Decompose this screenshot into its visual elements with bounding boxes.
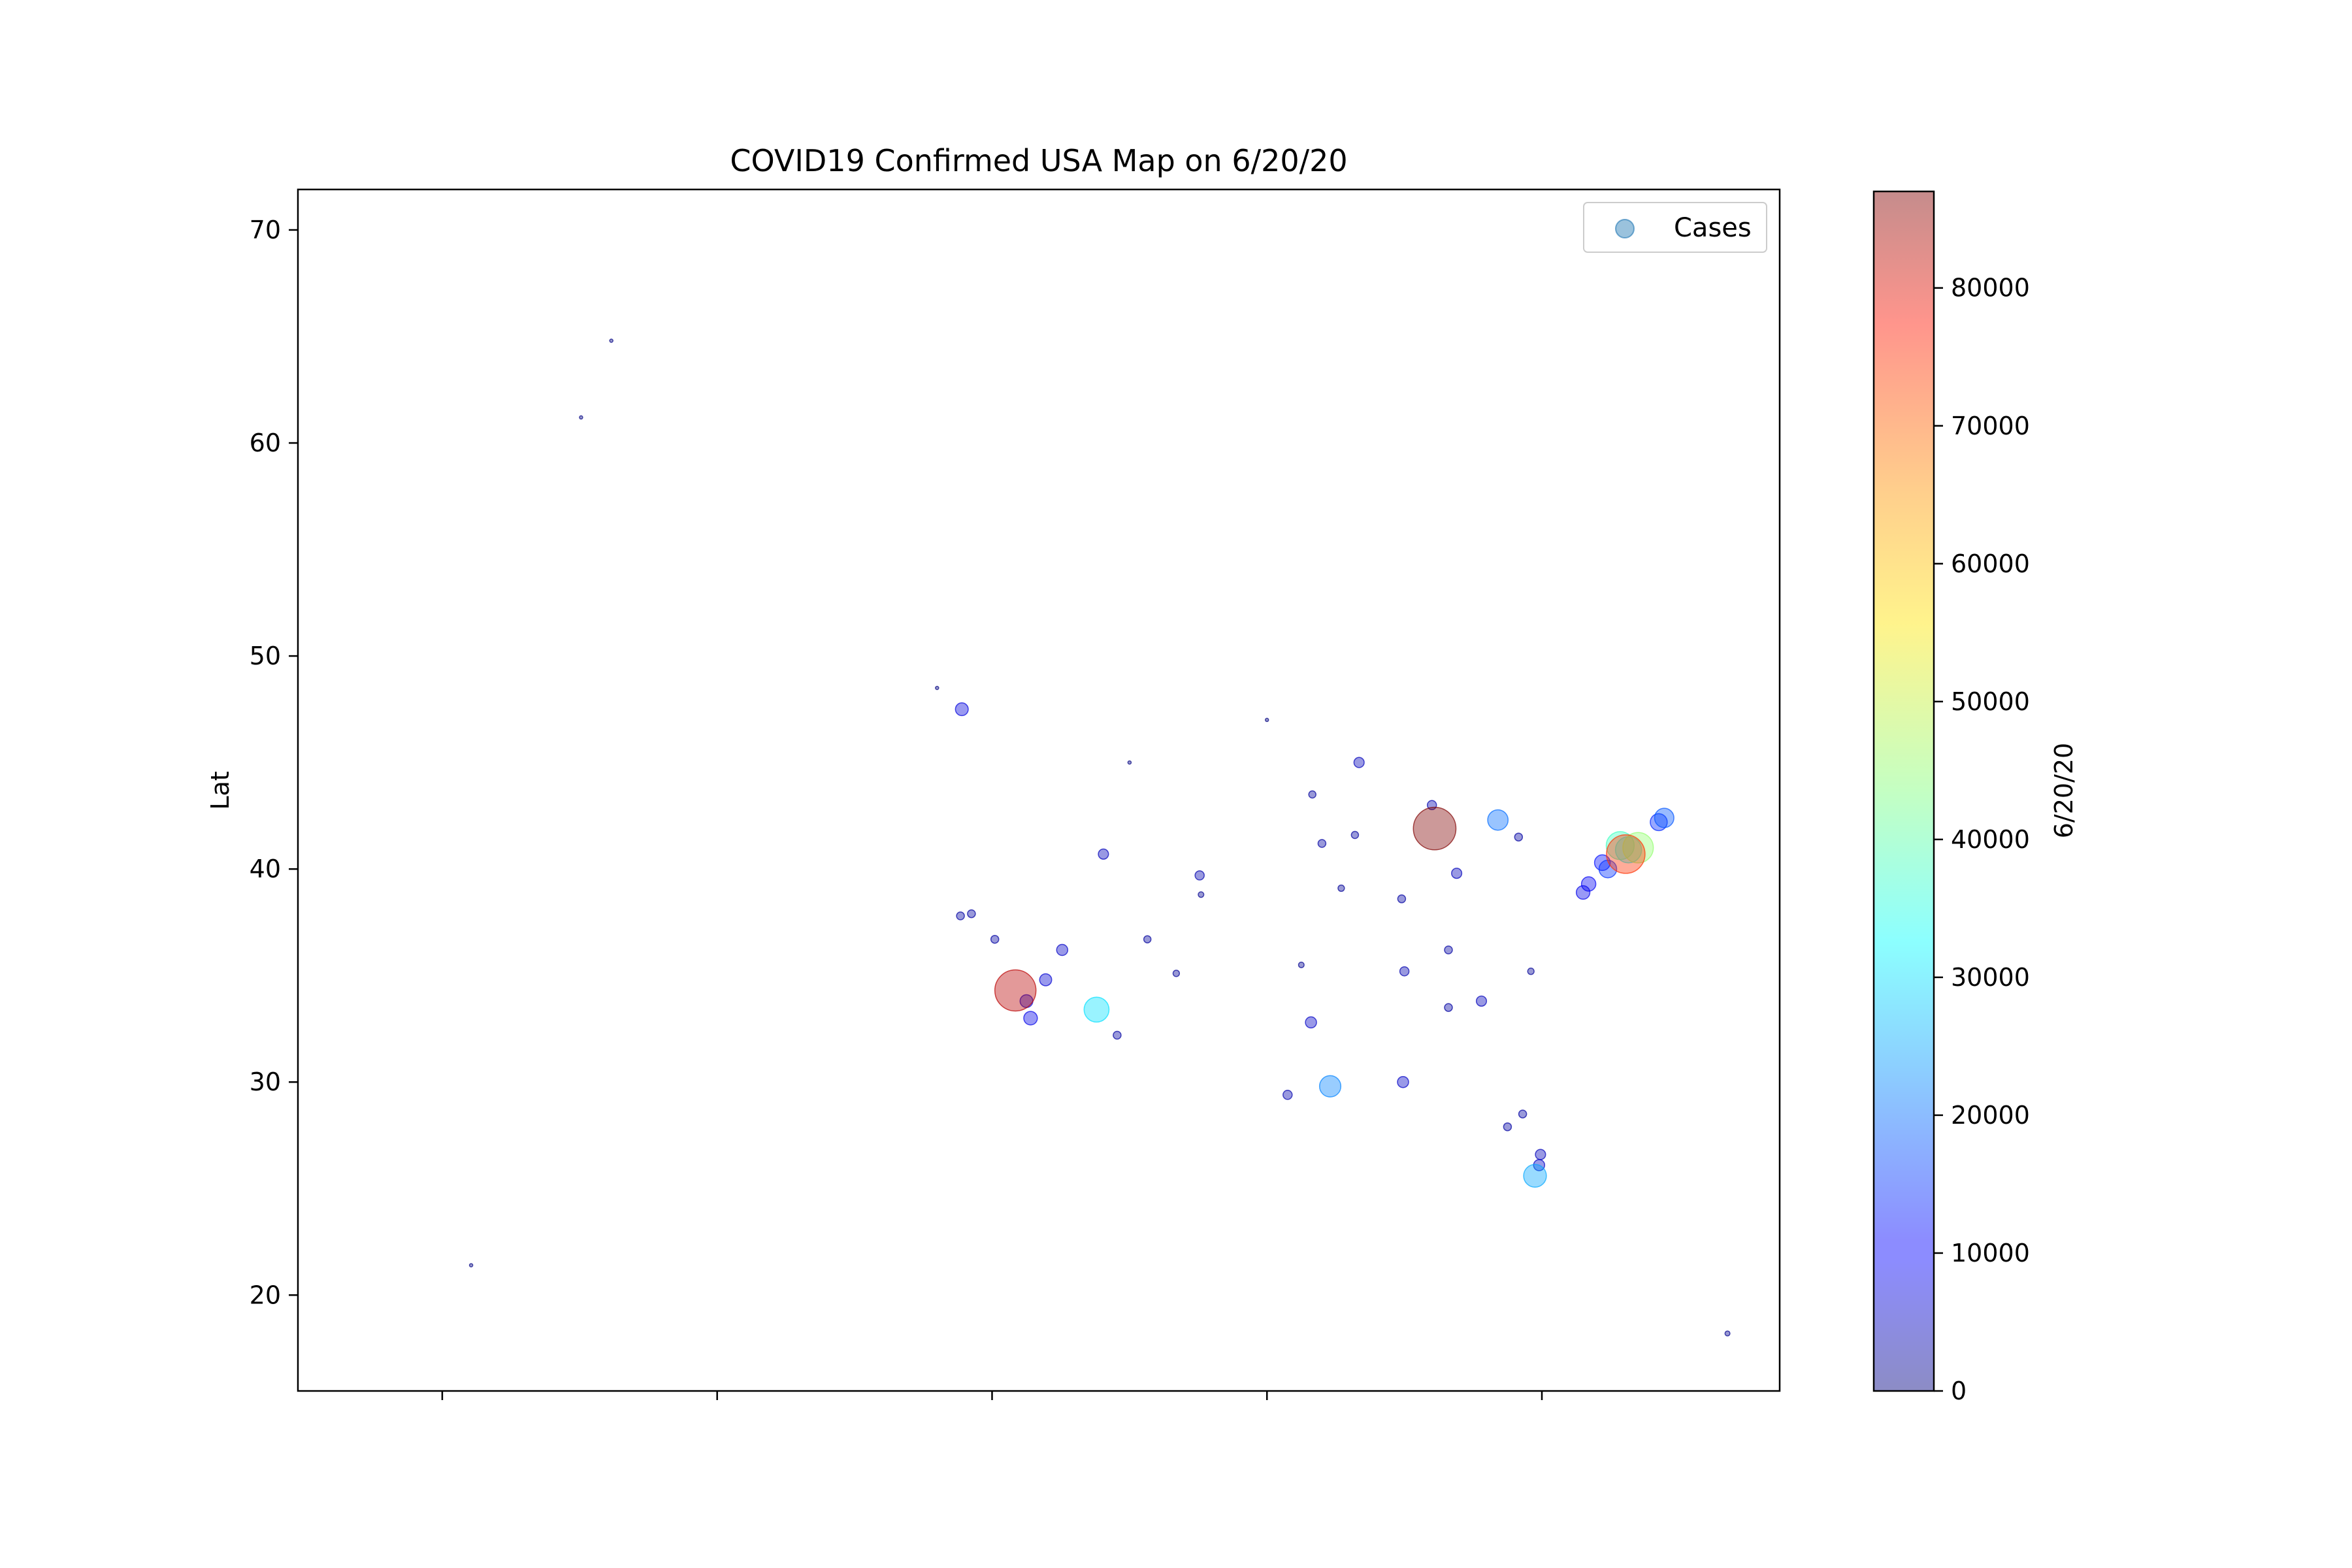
data-point [1518, 1109, 1527, 1119]
data-point [1308, 790, 1316, 799]
y-axis-label: Lat [206, 771, 235, 809]
data-point [1451, 868, 1463, 879]
data-point [1399, 966, 1410, 977]
data-point [1605, 831, 1635, 860]
data-point [1397, 1075, 1409, 1088]
y-tick-label: 20 [250, 1281, 281, 1309]
y-axis: 20 30 40 50 60 70 [250, 216, 298, 1309]
data-point [1264, 717, 1269, 723]
data-point [1282, 1090, 1293, 1100]
data-point [1535, 1149, 1546, 1160]
plot-frame [297, 188, 1781, 1392]
legend: Cases [1583, 202, 1767, 253]
legend-label: Cases [1674, 213, 1752, 243]
data-point [1353, 757, 1365, 768]
colorbar-label: 6/20/20 [2050, 743, 2078, 839]
x-axis [441, 1391, 1543, 1400]
colorbar-tick-label: 10000 [1951, 1239, 2030, 1267]
data-point [1317, 839, 1327, 848]
data-point [1724, 1330, 1731, 1337]
y-tick-label: 70 [250, 216, 281, 244]
colorbar-ticks: 0 10000 20000 30000 40000 50000 60000 70000 8000… [1934, 274, 2030, 1405]
data-point [1039, 973, 1053, 987]
colorbar-tick-label: 30000 [1951, 963, 2030, 992]
colorbar-frame [1872, 190, 1935, 1392]
legend-marker [1615, 219, 1635, 238]
colorbar-tick-label: 80000 [1951, 274, 2030, 302]
data-point [955, 702, 969, 717]
y-tick-label: 60 [250, 429, 281, 457]
chart-title: COVID19 Confirmed USA Map on 6/20/20 [730, 143, 1347, 178]
data-point [967, 909, 976, 919]
data-point [1318, 1075, 1342, 1098]
y-tick-label: 30 [250, 1068, 281, 1096]
y-tick-label: 50 [250, 642, 281, 670]
data-point [609, 338, 613, 343]
scatter-points [468, 338, 1731, 1337]
data-point [1143, 935, 1152, 943]
colorbar-gradient [1874, 191, 1934, 1391]
data-point [1444, 945, 1453, 955]
data-point [1298, 961, 1305, 968]
data-point [935, 685, 939, 691]
data-point [1622, 832, 1654, 864]
plot-area [298, 189, 1780, 1391]
data-point [1350, 830, 1360, 840]
data-point [1397, 894, 1407, 904]
data-point [1083, 996, 1110, 1023]
y-tick-label: 40 [250, 855, 281, 883]
data-point [1172, 970, 1181, 977]
colorbar-tick-label: 60000 [1951, 549, 2030, 578]
data-point [1413, 806, 1457, 851]
colorbar-tick-label: 50000 [1951, 687, 2030, 716]
data-point [1580, 876, 1597, 892]
data-point [1487, 809, 1509, 831]
colorbar-tick-label: 0 [1951, 1377, 1967, 1405]
data-point [1527, 968, 1535, 975]
data-point [1575, 885, 1591, 900]
data-point [1444, 1003, 1453, 1012]
data-point [1654, 808, 1674, 828]
data-point [1198, 891, 1205, 898]
data-point [1113, 1030, 1122, 1040]
data-point [1127, 760, 1132, 765]
data-point [990, 934, 1000, 944]
colorbar-tick-label: 70000 [1951, 412, 2030, 440]
data-point [1503, 1122, 1512, 1132]
colorbar: 0 10000 20000 30000 40000 50000 60000 70000 8000… [1872, 190, 2078, 1405]
data-point [956, 911, 965, 921]
data-point [1514, 832, 1524, 841]
data-point [1098, 848, 1109, 860]
data-point [1056, 943, 1069, 956]
data-point [1023, 1011, 1038, 1026]
colorbar-tick-label: 40000 [1951, 825, 2030, 854]
data-point [994, 969, 1037, 1012]
data-point [1337, 884, 1345, 892]
data-point [1305, 1016, 1317, 1029]
data-point [1614, 836, 1642, 864]
data-point [1475, 995, 1488, 1007]
data-point [1523, 1164, 1547, 1188]
data-point [1194, 870, 1205, 881]
data-point [579, 415, 583, 420]
data-point [468, 1263, 474, 1267]
data-point [1606, 834, 1646, 874]
colorbar-tick-label: 20000 [1951, 1101, 2030, 1130]
legend-box [1583, 202, 1767, 253]
